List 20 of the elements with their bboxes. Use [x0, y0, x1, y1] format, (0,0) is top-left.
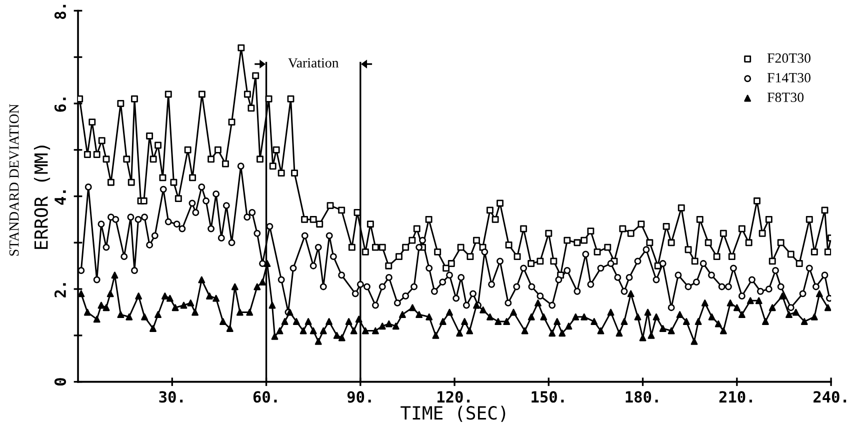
y-tick-label: 0 — [54, 378, 66, 386]
annotation: Variation — [288, 58, 339, 68]
y-tick-label: 2. — [54, 283, 66, 298]
y-axis-title: ERROR (MM) — [34, 146, 50, 249]
x-tick-label: 180. — [626, 391, 658, 403]
x-tick-label: 240. — [814, 391, 846, 403]
y-tick-label: 6. — [54, 98, 66, 112]
x-tick-label: 120. — [438, 391, 470, 403]
text: STANDARD DEVIATION — [9, 104, 19, 256]
x-tick-label: 60. — [253, 391, 277, 403]
x-tick-label: 90. — [347, 391, 371, 403]
legend-label: F14T30 — [767, 73, 810, 82]
legend-label: F20T30 — [767, 53, 810, 63]
y-tick-label: 8. — [54, 4, 66, 19]
y-tick-label: 4. — [54, 190, 66, 205]
x-axis-title: TIME (SEC) — [400, 406, 506, 422]
legend-label: F8T30 — [767, 92, 804, 102]
x-tick-label: 30. — [159, 391, 183, 403]
x-tick-label: 150. — [532, 391, 564, 403]
x-tick-label: 210. — [719, 391, 752, 403]
